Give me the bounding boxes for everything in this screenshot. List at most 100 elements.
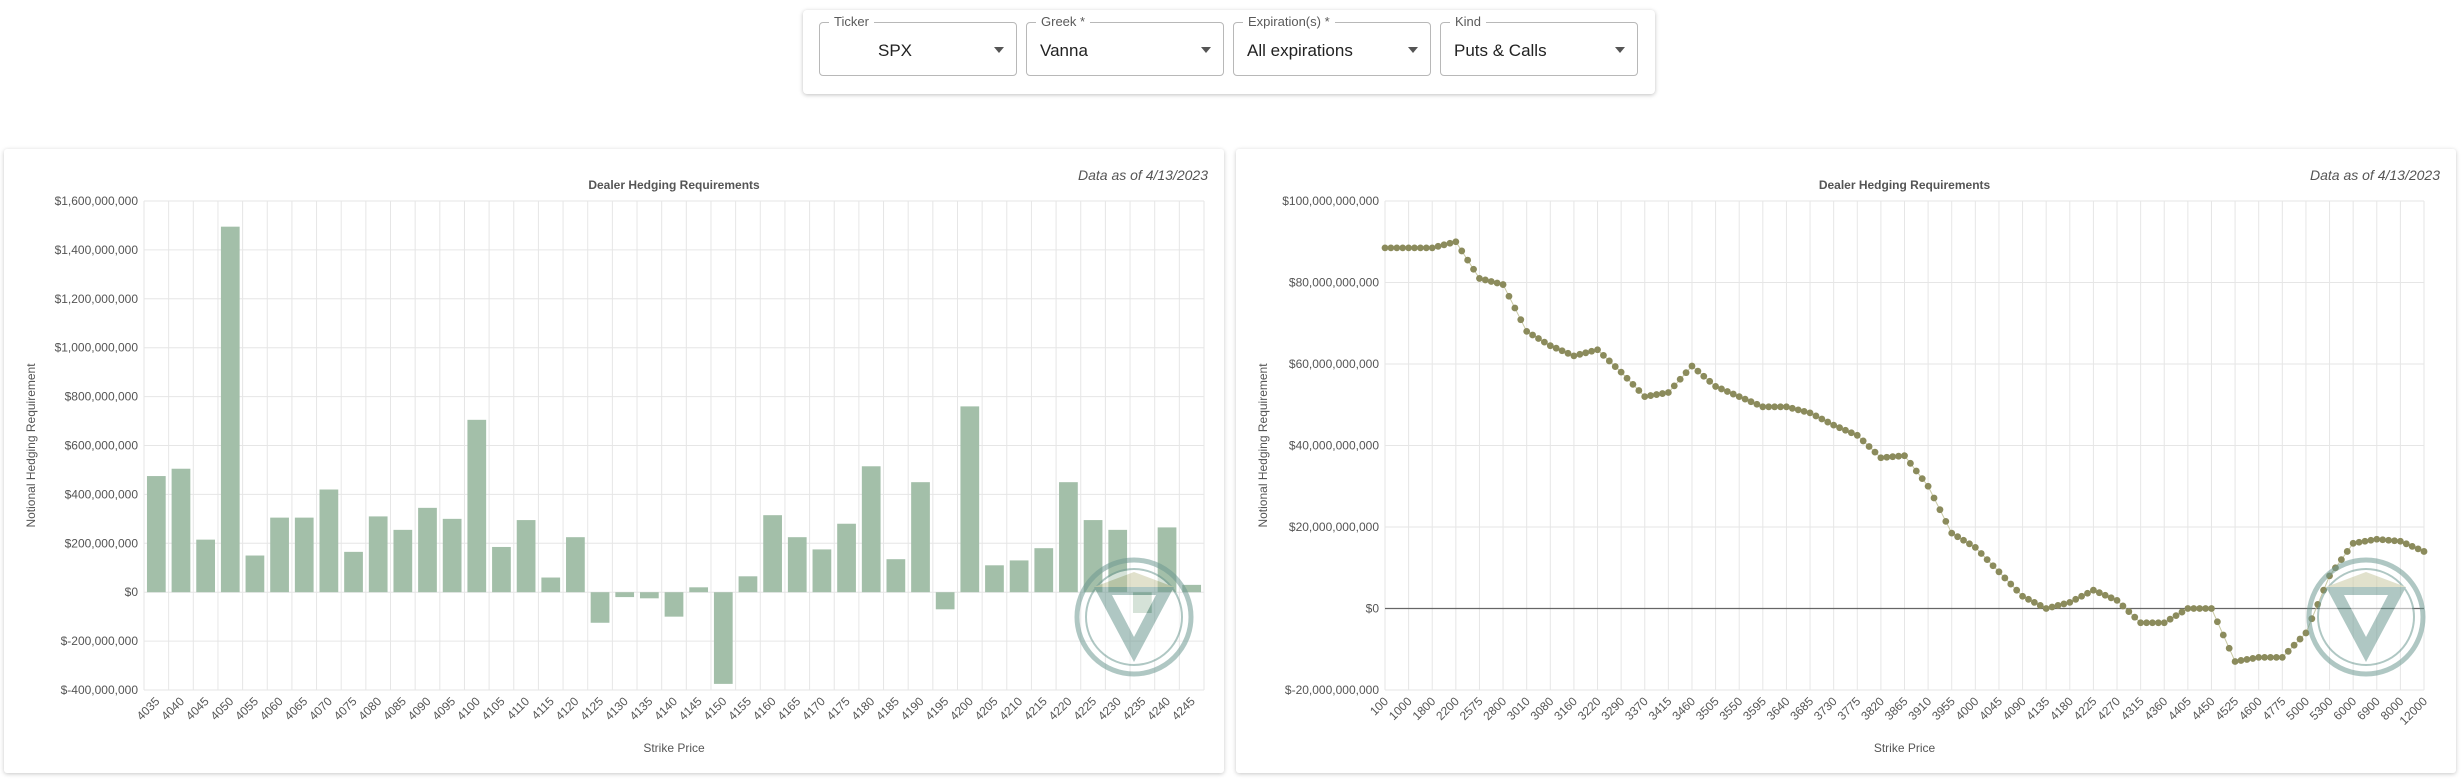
y-tick-label: $0 [1366, 602, 1380, 616]
data-point [2355, 538, 2363, 546]
data-point [2078, 592, 2086, 600]
data-point [2402, 540, 2410, 548]
bar [763, 515, 782, 593]
ticker-value: SPX [878, 41, 913, 60]
data-point [2196, 605, 2204, 612]
data-point [1747, 398, 1755, 406]
data-point [2213, 618, 2221, 626]
data-point [1653, 391, 1660, 398]
data-point [1570, 352, 1578, 360]
data-point [2025, 595, 2032, 603]
data-point [2385, 536, 2392, 544]
data-point [1735, 393, 1743, 400]
data-point [2072, 595, 2080, 603]
data-point [1682, 369, 1690, 377]
data-point [1771, 403, 1779, 411]
bar [1182, 584, 1202, 593]
data-point [1765, 403, 1773, 411]
y-tick-label: $200,000,000 [65, 536, 139, 550]
x-tick-label: 4450 [2189, 694, 2218, 723]
bar [689, 587, 709, 593]
x-tick-label: 4095 [429, 694, 458, 723]
x-tick-label: 1000 [1386, 694, 1415, 723]
data-point [1440, 241, 1448, 249]
y-tick-label: $-400,000,000 [61, 683, 139, 697]
chart-title: Dealer Hedging Requirements [588, 178, 760, 192]
scatter-chart-panel: Dealer Hedging Requirements Data as of 4/… [1236, 149, 2456, 773]
vanna-logo-icon [2306, 557, 2426, 677]
data-point [1464, 256, 1472, 264]
y-tick-label: $40,000,000,000 [1289, 439, 1379, 453]
data-point [1576, 350, 1584, 358]
y-tick-label: $800,000,000 [65, 390, 139, 404]
data-point [1505, 292, 1513, 300]
x-tick-label: 4220 [1046, 694, 1075, 723]
data-point [2107, 594, 2115, 602]
x-tick-label: 6000 [2330, 694, 2359, 723]
bar [270, 517, 289, 593]
bar [566, 537, 585, 593]
data-point [2060, 600, 2068, 608]
data-point [1729, 390, 1737, 398]
data-point [2243, 656, 2251, 663]
data-point [1942, 517, 1950, 525]
bar [812, 549, 832, 593]
data-point [1842, 426, 1849, 434]
x-tick-label: 4120 [553, 694, 582, 723]
x-tick-label: 4225 [2071, 694, 2100, 723]
data-point [1493, 279, 1501, 287]
bar [516, 520, 536, 593]
x-tick-label: 4060 [257, 694, 286, 723]
data-point [2278, 654, 2286, 661]
chevron-down-icon [1201, 47, 1211, 53]
data-point [1487, 278, 1495, 285]
ticker-select[interactable]: Ticker SPX [819, 14, 1017, 76]
expiration-select[interactable]: Expiration(s) * All expirations [1233, 14, 1431, 76]
x-axis-label: Strike Price [643, 741, 705, 755]
x-tick-label: 4180 [849, 694, 878, 723]
x-tick-label: 4075 [331, 694, 360, 723]
data-point [1552, 344, 1560, 352]
data-point [1960, 536, 1967, 544]
greek-select[interactable]: Greek * Vanna [1026, 14, 1224, 76]
x-tick-label: 4215 [1021, 694, 1050, 723]
chart-title: Dealer Hedging Requirements [1819, 178, 1991, 192]
x-tick-label: 4270 [2094, 694, 2123, 723]
data-point [2391, 537, 2398, 545]
bar [713, 592, 733, 684]
y-tick-label: $80,000,000,000 [1289, 276, 1379, 290]
x-tick-label: 4130 [602, 694, 631, 723]
data-point [1859, 437, 1867, 445]
data-point [1617, 368, 1625, 376]
data-point [2261, 654, 2269, 661]
data-point [1812, 412, 1820, 420]
data-point [1588, 347, 1596, 355]
data-point [2284, 647, 2292, 655]
bar [442, 518, 462, 593]
x-tick-label: 4165 [775, 694, 804, 723]
data-point [2225, 644, 2233, 652]
x-tick-label: 4055 [232, 694, 261, 723]
x-tick-label: 3080 [1528, 694, 1557, 723]
data-point [1600, 351, 1607, 359]
y-tick-label: $60,000,000,000 [1289, 357, 1379, 371]
x-tick-label: 4150 [701, 694, 730, 723]
ticker-label: Ticker [829, 14, 874, 29]
data-point [1930, 494, 1938, 502]
y-tick-label: $-20,000,000,000 [1285, 683, 1379, 697]
data-point [2414, 545, 2422, 553]
y-tick-label: $400,000,000 [65, 487, 139, 501]
x-tick-label: 4190 [898, 694, 927, 723]
x-tick-label: 4185 [873, 694, 902, 723]
data-point [1983, 556, 1991, 563]
kind-select[interactable]: Kind Puts & Calls [1440, 14, 1638, 76]
x-tick-label: 3640 [1764, 694, 1793, 723]
data-point [2420, 548, 2428, 555]
data-point [2090, 586, 2097, 594]
data-point [1523, 328, 1531, 335]
x-tick-label: 4050 [208, 694, 237, 723]
x-tick-label: 4225 [1070, 694, 1099, 723]
data-point [1936, 506, 1944, 514]
x-tick-label: 4210 [996, 694, 1025, 723]
x-tick-label: 3415 [1646, 694, 1675, 723]
